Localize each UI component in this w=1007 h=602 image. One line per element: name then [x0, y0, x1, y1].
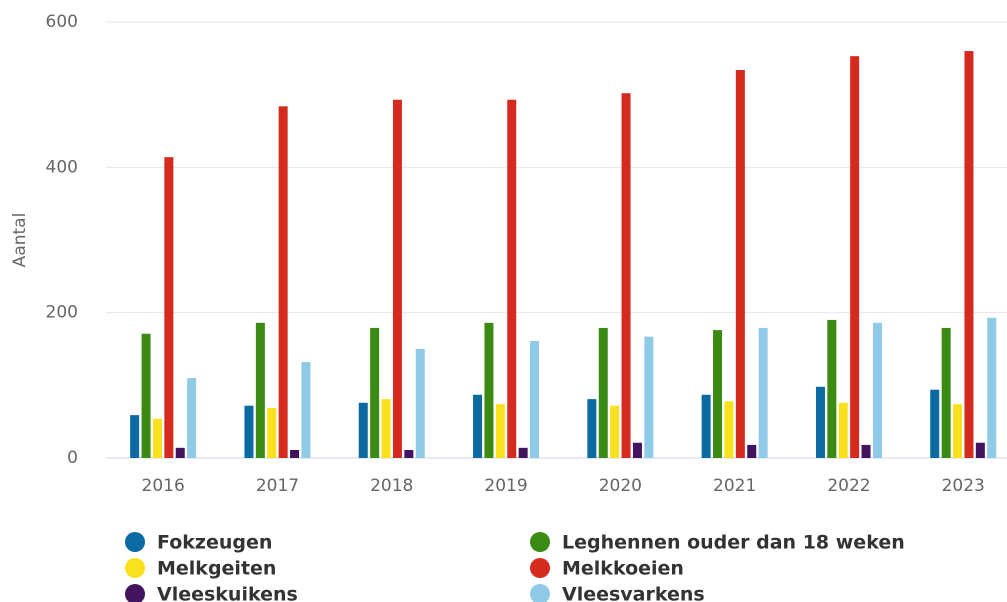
- bar: [152, 418, 162, 458]
- legend-label: Melkgeiten: [157, 558, 276, 580]
- x-tick-label: 2020: [599, 476, 642, 496]
- bar: [495, 404, 505, 458]
- bar: [141, 333, 151, 458]
- bar: [175, 447, 185, 458]
- bar: [484, 322, 494, 458]
- x-tick-label: 2017: [256, 476, 299, 496]
- legend-marker: [125, 558, 145, 578]
- bar: [701, 394, 711, 458]
- bar: [621, 93, 631, 459]
- legend-label: Leghennen ouder dan 18 weken: [562, 532, 905, 554]
- bar: [301, 362, 311, 458]
- bar: [838, 402, 848, 458]
- bar: [290, 450, 300, 458]
- x-tick-label: 2018: [370, 476, 413, 496]
- legend-label: Vleeskuikens: [157, 584, 298, 602]
- x-tick-label: 2022: [827, 476, 870, 496]
- bar: [827, 319, 837, 458]
- bar: [507, 99, 517, 459]
- bar: [747, 444, 757, 458]
- legend-label: Vleesvarkens: [562, 584, 705, 602]
- bar: [473, 394, 483, 458]
- x-tick-label: 2019: [484, 476, 527, 496]
- bar: [518, 447, 528, 458]
- bar: [530, 341, 540, 458]
- y-tick-label: 200: [46, 303, 78, 323]
- bar: [644, 336, 654, 458]
- bar: [187, 378, 197, 458]
- legend-label: Melkkoeien: [562, 558, 684, 580]
- y-tick-label: 600: [46, 12, 78, 32]
- bar: [850, 56, 860, 459]
- legend-marker: [530, 558, 550, 578]
- bar: [872, 322, 882, 458]
- bar: [610, 405, 620, 458]
- bar: [358, 402, 368, 458]
- y-tick-label: 400: [46, 157, 78, 177]
- bar: [598, 327, 608, 458]
- legend-label: Fokzeugen: [157, 532, 272, 554]
- bar: [713, 330, 723, 458]
- legend-marker: [530, 532, 550, 552]
- y-axis-title: Aantal: [10, 213, 30, 268]
- bar: [724, 401, 734, 458]
- bar: [758, 327, 768, 458]
- bar: [964, 51, 974, 459]
- bar: [415, 349, 425, 458]
- bar: [941, 327, 951, 458]
- bar: [392, 99, 402, 459]
- bar: [975, 442, 985, 458]
- bar: [278, 106, 288, 458]
- x-tick-label: 2016: [142, 476, 185, 496]
- bar: [953, 404, 963, 458]
- bar: [587, 399, 597, 458]
- bar: [861, 444, 871, 458]
- x-tick-label: 2021: [713, 476, 756, 496]
- x-tick-label: 2023: [942, 476, 985, 496]
- bar: [267, 407, 277, 458]
- bar: [987, 317, 997, 458]
- y-tick-label: 0: [67, 448, 78, 468]
- bar: [404, 450, 414, 458]
- bar: [255, 322, 265, 458]
- bar: [632, 442, 642, 458]
- bar: [164, 157, 174, 458]
- legend-marker: [125, 584, 145, 602]
- bar: [381, 399, 391, 458]
- legend-marker: [125, 532, 145, 552]
- bar: [815, 386, 825, 458]
- legend-marker: [530, 584, 550, 602]
- bar: [735, 69, 745, 459]
- bar: [930, 389, 940, 458]
- bar: [130, 415, 140, 458]
- bar: [370, 327, 380, 458]
- bar: [244, 405, 254, 458]
